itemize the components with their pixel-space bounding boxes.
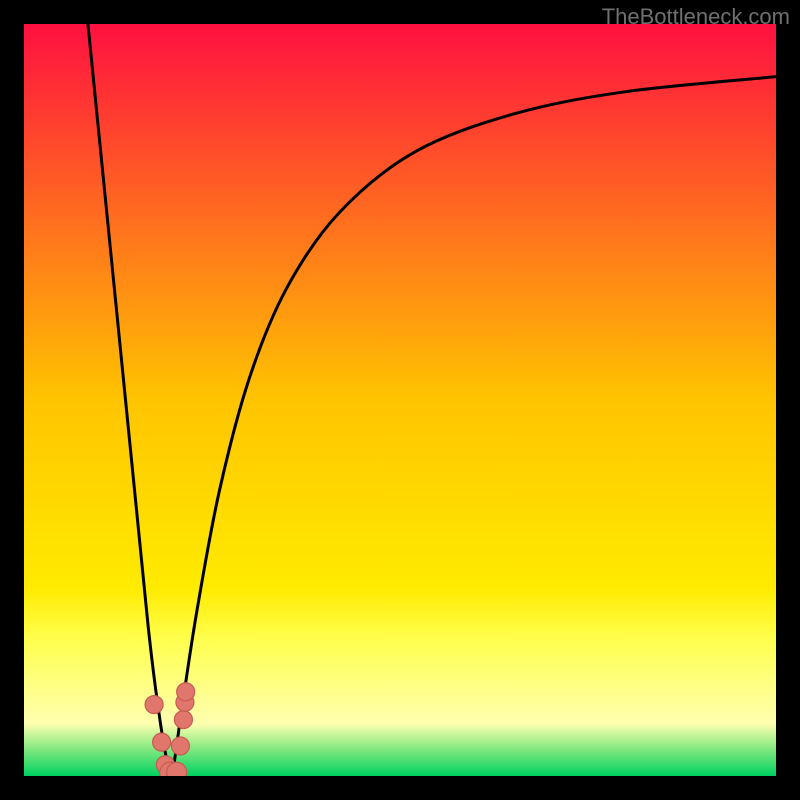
data-marker [171, 737, 189, 755]
data-marker [177, 683, 195, 701]
plot-background [24, 24, 776, 776]
data-marker [153, 733, 171, 751]
data-marker [145, 696, 163, 714]
chart-container: TheBottleneck.com [0, 0, 800, 800]
bottleneck-chart [0, 0, 800, 800]
data-marker [174, 711, 192, 729]
